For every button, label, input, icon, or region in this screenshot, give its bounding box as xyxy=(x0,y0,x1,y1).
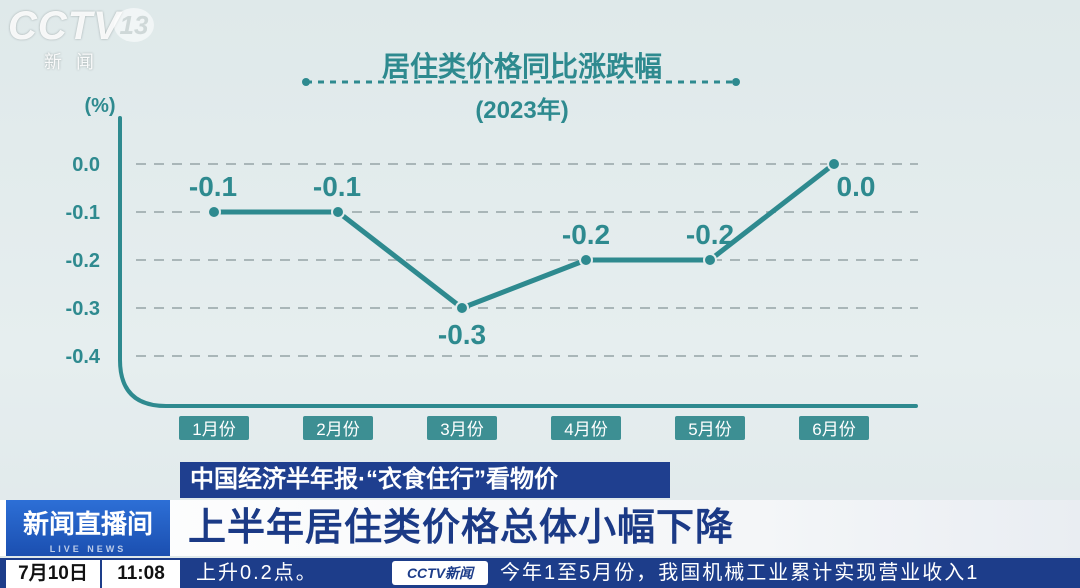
headline-bar xyxy=(0,500,1080,556)
chart-title: 居住类价格同比涨跌幅 xyxy=(382,50,662,82)
logo-text: CCTV xyxy=(8,4,121,48)
channel-number: 13 xyxy=(114,8,154,42)
data-point xyxy=(207,205,221,219)
x-tick-label-bg xyxy=(303,416,373,440)
axis-frame xyxy=(118,116,918,408)
data-labels: -0.1 -0.1 -0.3 -0.2 -0.2 0.0 xyxy=(189,171,876,350)
series-line xyxy=(211,161,837,311)
x-tick-label: 2月份 xyxy=(303,416,373,440)
time-display: 11:08 xyxy=(102,560,180,588)
chart-subtitle: (2023年) xyxy=(475,96,568,124)
y-tick-label: -0.4 xyxy=(66,346,101,368)
x-tick-label: 4月份 xyxy=(551,416,621,440)
data-point xyxy=(703,253,717,267)
x-tick-label-text: 5月份 xyxy=(688,420,731,439)
x-tick-label-bg xyxy=(551,416,621,440)
show-name: 新闻直播间 xyxy=(22,509,153,539)
data-label: -0.1 xyxy=(313,171,361,202)
y-tick-label: -0.3 xyxy=(66,298,100,320)
cctv13-logo: CCTV 13 新闻 xyxy=(8,4,158,74)
show-name-tag: 新闻直播间 LIVE NEWS xyxy=(6,500,170,556)
x-tick-label-bg xyxy=(799,416,869,440)
data-label: -0.3 xyxy=(438,319,486,350)
ticker-bar xyxy=(0,558,1080,588)
ticker-logo: CCTV新闻 xyxy=(392,561,488,585)
channel-name: 新闻 xyxy=(44,52,108,72)
x-tick-label: 5月份 xyxy=(675,416,745,440)
y-tick-labels: 0.0 -0.1 -0.2 -0.3 -0.4 xyxy=(66,154,101,368)
y-axis-unit: (%) xyxy=(84,95,115,117)
title-rule-dot-left xyxy=(302,78,310,86)
x-tick-label-text: 3月份 xyxy=(440,420,483,439)
y-tick-label: -0.1 xyxy=(66,202,100,224)
title-rule-dot-right xyxy=(732,78,740,86)
data-label: -0.2 xyxy=(686,219,734,250)
x-tick-label-bg xyxy=(179,416,249,440)
x-tick-label-text: 1月份 xyxy=(192,420,235,439)
y-tick-label: 0.0 xyxy=(72,154,100,176)
data-point xyxy=(455,301,469,315)
data-points xyxy=(207,157,841,315)
x-tick-label-bg xyxy=(675,416,745,440)
x-tick-label-text: 6月份 xyxy=(812,420,855,439)
show-name-sub: LIVE NEWS xyxy=(49,544,127,554)
program-banner: 中国经济半年报·“衣食住行”看物价 xyxy=(180,462,670,498)
x-tick-label-text: 4月份 xyxy=(564,420,607,439)
x-tick-label-text: 2月份 xyxy=(316,420,359,439)
x-tick-labels: 1月份 2月份 3月份 4月份 5月份 6月份 xyxy=(179,416,869,440)
data-label: -0.1 xyxy=(189,171,237,202)
date-display: 7月10日 xyxy=(6,560,100,588)
x-tick-label: 3月份 xyxy=(427,416,497,440)
data-point xyxy=(827,157,841,171)
data-label: 0.0 xyxy=(837,171,876,202)
y-tick-label: -0.2 xyxy=(66,250,100,272)
ticker-text-right: 今年1至5月份，我国机械工业累计实现营业收入1 xyxy=(500,562,980,584)
data-label: -0.2 xyxy=(562,219,610,250)
x-tick-label-bg xyxy=(427,416,497,440)
data-point xyxy=(331,205,345,219)
line-chart: 居住类价格同比涨跌幅 (2023年) (%) 0.0-0.1-0.2-0.3-0… xyxy=(66,50,918,440)
data-point xyxy=(579,253,593,267)
x-tick-label: 6月份 xyxy=(799,416,869,440)
x-tick-label: 1月份 xyxy=(179,416,249,440)
headline: 上半年居住类价格总体小幅下降 xyxy=(188,507,735,549)
ticker-text-left: 上升0.2点。 xyxy=(196,562,318,584)
